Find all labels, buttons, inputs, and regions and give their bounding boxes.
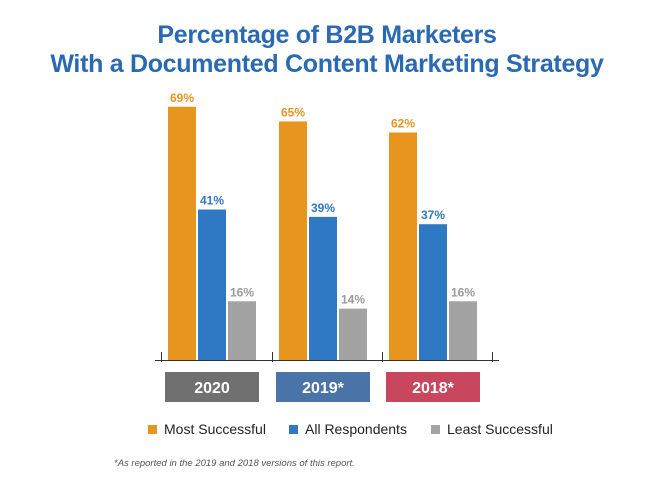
category-label-0: 2020 — [194, 380, 230, 397]
data-label-2-2: 16% — [451, 285, 475, 299]
legend-item-least-successful: Least Successful — [431, 421, 553, 437]
data-label-1-1: 39% — [311, 201, 335, 215]
category-label-2: 2018* — [412, 380, 455, 397]
bar-chart: 69% 41% 16% 2020 65% 39% 14% 2019* 62% 37% 16% 2018… — [155, 91, 499, 402]
footnote: *As reported in the 2019 and 2018 versio… — [114, 458, 355, 469]
chart-title: Percentage of B2B Marketers — [157, 21, 497, 49]
data-label-2-1: 14% — [341, 293, 365, 307]
bar-least-successful-1 — [339, 308, 367, 360]
legend-label-all-respondents: All Respondents — [305, 421, 407, 437]
category-box-2 — [386, 372, 480, 402]
data-label-0-2: 62% — [391, 116, 415, 130]
bar-least-successful-0 — [228, 301, 256, 360]
bar-all-respondents-2 — [419, 224, 447, 360]
legend-label-most-successful: Most Successful — [164, 421, 266, 437]
legend-swatch-all-respondents — [289, 424, 298, 434]
legend-swatch-least-successful — [431, 424, 440, 434]
data-label-1-0: 41% — [200, 194, 224, 208]
bar-all-respondents-0 — [198, 209, 226, 360]
bar-most-successful-1 — [279, 121, 307, 360]
category-box-1 — [276, 372, 370, 402]
data-label-0-1: 65% — [281, 105, 305, 119]
bar-most-successful-2 — [389, 132, 417, 360]
legend-label-least-successful: Least Successful — [447, 421, 553, 437]
legend: Most Successful All Respondents Least Su… — [0, 421, 654, 441]
bar-least-successful-2 — [449, 301, 477, 360]
data-label-2-0: 16% — [230, 285, 254, 299]
category-label-1: 2019* — [302, 380, 345, 397]
bar-all-respondents-1 — [309, 216, 337, 360]
bar-most-successful-0 — [168, 106, 196, 361]
legend-item-most-successful: Most Successful — [148, 421, 266, 437]
legend-item-all-respondents: All Respondents — [289, 421, 407, 437]
legend-swatch-most-successful — [148, 424, 157, 434]
data-label-1-2: 37% — [421, 208, 445, 222]
data-label-0-0: 69% — [170, 91, 194, 105]
category-box-0 — [165, 372, 259, 402]
chart-subtitle: With a Documented Content Marketing Stra… — [50, 50, 604, 78]
